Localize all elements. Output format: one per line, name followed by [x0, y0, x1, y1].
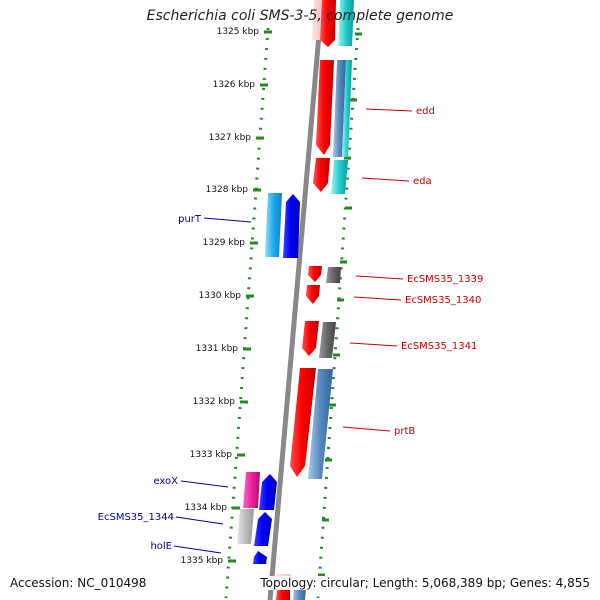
leader-line-purT	[203, 217, 252, 223]
gene-arrow-exoX[interactable]	[259, 474, 277, 510]
gene-feature-EcSMS35_1339-gray[interactable]	[326, 267, 341, 283]
gene-feature-exoX-pink[interactable]	[243, 472, 260, 508]
gene-label-purT[interactable]: purT	[178, 214, 202, 225]
leader-line-EcSMS35_1339	[355, 275, 404, 280]
gene-arrow-edd[interactable]	[316, 60, 334, 155]
genome-summary-text: Topology: circular; Length: 5,068,389 bp…	[258, 576, 592, 590]
gene-feature-partial-bottom-steel[interactable]	[293, 588, 306, 600]
gene-label-exoX[interactable]: exoX	[153, 476, 178, 487]
kbp-label: 1332 kbp	[193, 397, 236, 407]
gene-feature-edd-cyan[interactable]	[342, 60, 352, 157]
kbp-label: 1327 kbp	[209, 133, 252, 143]
leader-line-exoX	[180, 480, 229, 488]
gene-label-EcSMS35_1339[interactable]: EcSMS35_1339	[407, 274, 483, 285]
gene-arrow-partial-top-pale[interactable]	[312, 0, 322, 40]
leader-line-eda	[361, 177, 410, 182]
gene-feature-EcSMS35_1344-light[interactable]	[237, 509, 254, 544]
gene-arrow-partial-top-red[interactable]	[320, 0, 336, 47]
label-leader-lines	[173, 108, 413, 554]
leader-line-EcSMS35_1340	[353, 296, 402, 301]
kbp-label: 1331 kbp	[196, 344, 239, 354]
gene-label-EcSMS35_1340[interactable]: EcSMS35_1340	[405, 295, 481, 306]
gene-arrow-EcSMS35_1339[interactable]	[308, 266, 322, 282]
gene-feature-purT-sky[interactable]	[265, 193, 282, 257]
gene-arrow-EcSMS35_1341[interactable]	[302, 321, 319, 356]
gene-feature-eda-cyan[interactable]	[331, 160, 348, 194]
kbp-ticks	[228, 30, 272, 563]
gene-arrow-purT[interactable]	[283, 194, 300, 258]
kbp-label: 1334 kbp	[185, 503, 228, 513]
kbp-label: 1329 kbp	[203, 238, 246, 248]
gene-arrow-eda[interactable]	[313, 158, 330, 192]
leader-line-prtB	[342, 426, 391, 432]
kbp-labels: 1325 kbp 1326 kbp 1327 kbp 1328 kbp 1329…	[181, 27, 260, 566]
genome-backbone	[267, 0, 325, 600]
gene-arrow-holE[interactable]	[253, 551, 267, 564]
gene-arrow-EcSMS35_1340[interactable]	[306, 285, 320, 304]
gene-feature-edd-steel[interactable]	[333, 60, 346, 157]
kbp-label: 1335 kbp	[181, 556, 224, 566]
leader-line-EcSMS35_1341	[349, 342, 398, 347]
gene-axis-ticks	[318, 32, 362, 577]
gene-arrow-prtB[interactable]	[290, 368, 316, 477]
accession-text: Accession: NC_010498	[8, 576, 149, 590]
leader-line-holE	[173, 545, 222, 554]
leader-line-EcSMS35_1344	[175, 516, 224, 525]
gene-label-edd[interactable]: edd	[416, 106, 435, 117]
gene-label-EcSMS35_1344[interactable]: EcSMS35_1344	[98, 512, 174, 523]
kbp-label: 1325 kbp	[217, 27, 260, 37]
gene-arrow-partial-top-cyan[interactable]	[338, 0, 354, 46]
kbp-label: 1328 kbp	[206, 185, 249, 195]
gene-arrow-EcSMS35_1344[interactable]	[254, 512, 272, 546]
gene-label-EcSMS35_1341[interactable]: EcSMS35_1341	[401, 341, 477, 352]
gene-feature-EcSMS35_1341-gray[interactable]	[319, 322, 336, 358]
gene-label-eda[interactable]: eda	[413, 176, 432, 187]
page-title: Escherichia coli SMS-3-5, complete genom…	[146, 8, 454, 24]
gene-label-holE[interactable]: holE	[150, 541, 172, 552]
kbp-label: 1333 kbp	[190, 450, 233, 460]
gene-feature-prtB-steel[interactable]	[308, 369, 333, 479]
gene-label-prtB[interactable]: prtB	[394, 426, 415, 437]
kbp-label: 1326 kbp	[213, 80, 256, 90]
kbp-label: 1330 kbp	[199, 291, 242, 301]
leader-line-edd	[365, 108, 413, 112]
